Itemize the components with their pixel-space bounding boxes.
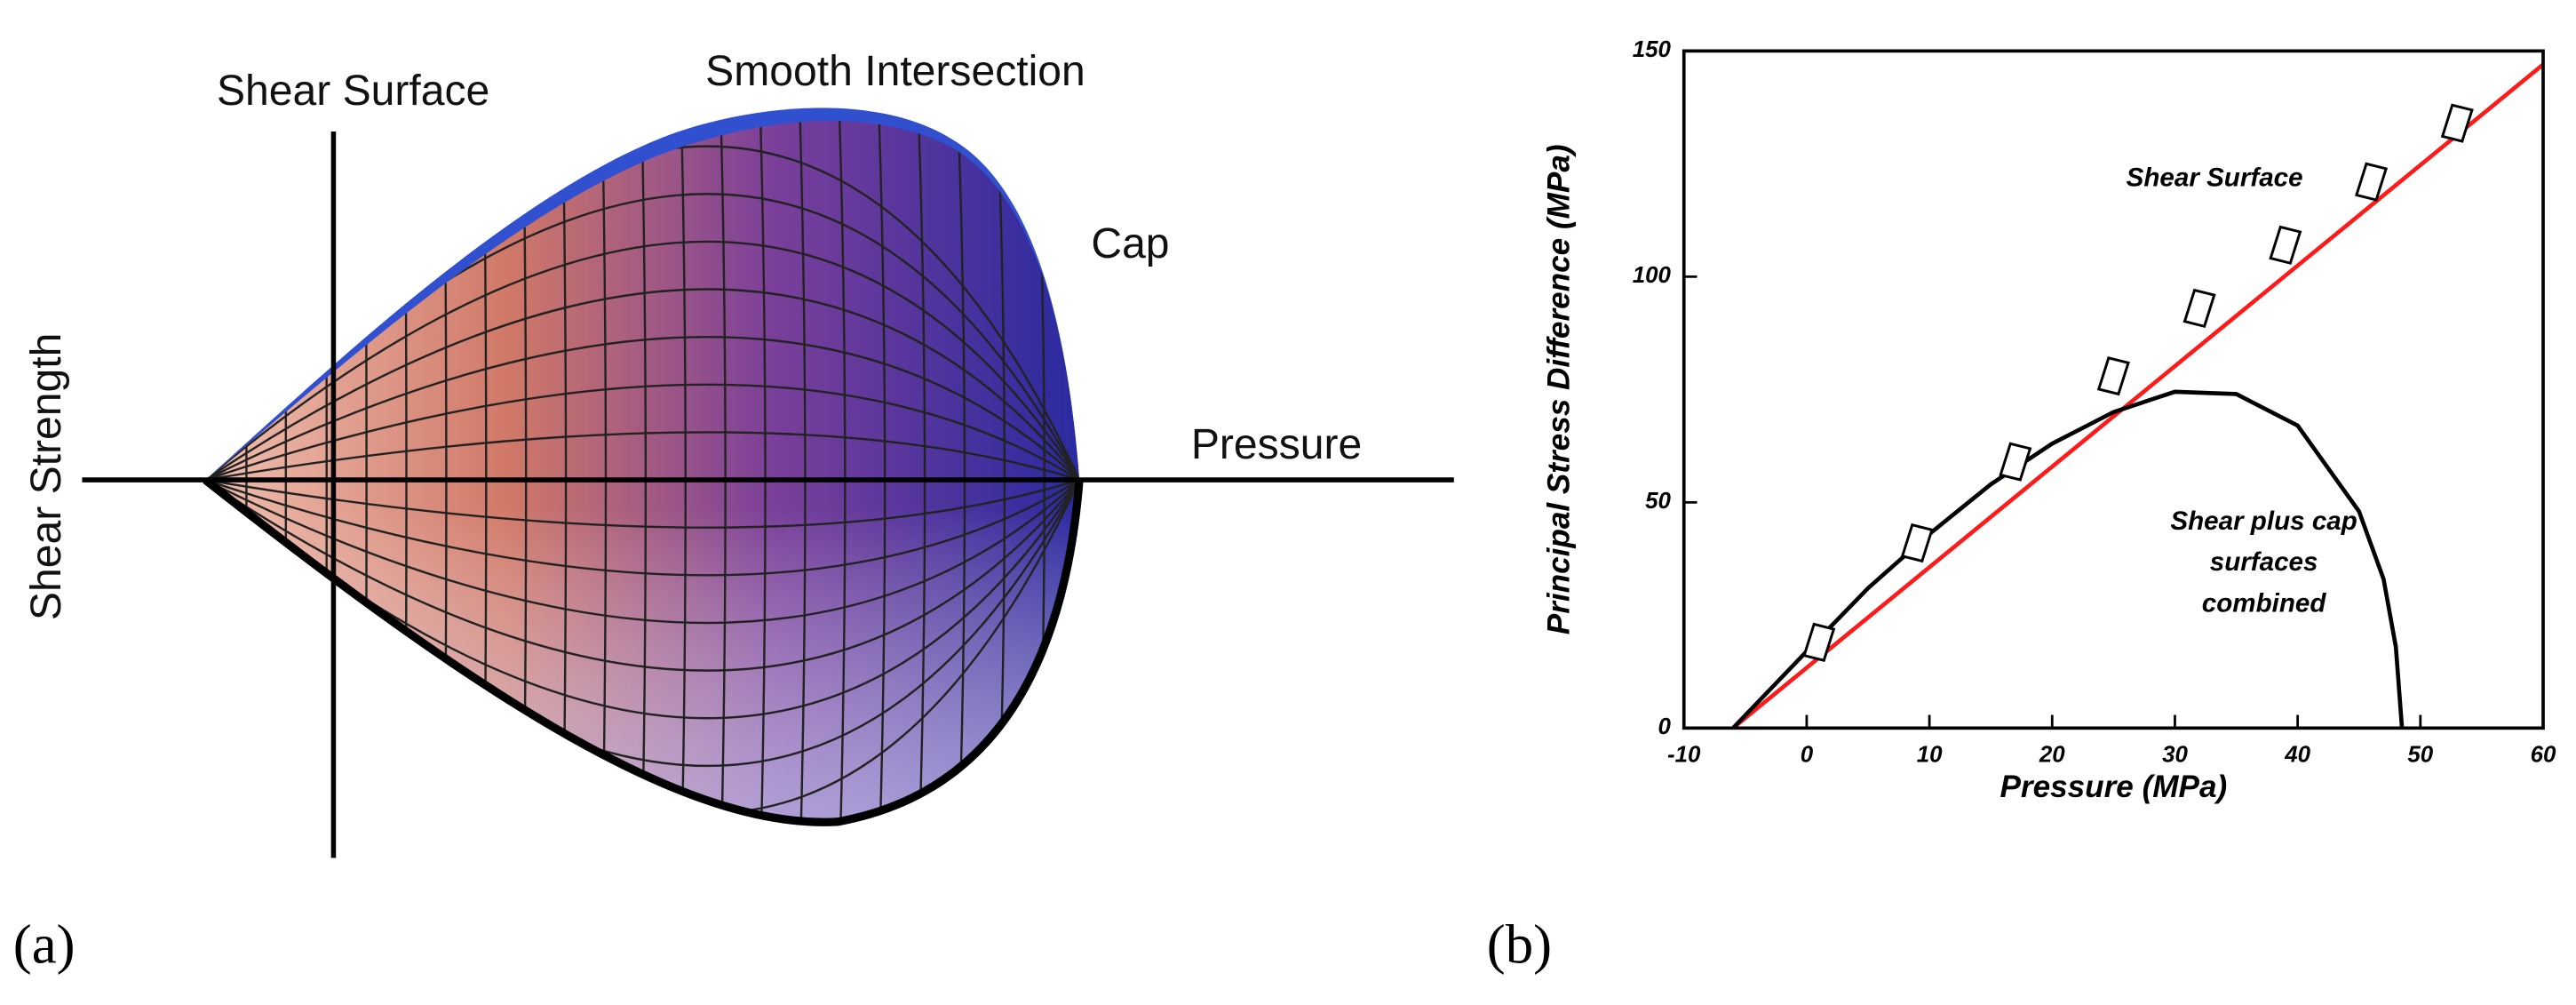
surface-shade [205, 121, 1080, 823]
x-tick-label: 60 [2531, 743, 2556, 768]
marker [2440, 103, 2474, 143]
x-tick-label: 20 [2039, 743, 2065, 768]
marker [2269, 225, 2302, 265]
x-tick-label: 10 [1917, 743, 1943, 768]
mesh-line [205, 478, 1080, 529]
label: Shear Surface [217, 67, 489, 115]
chart: -10 0 10 20 30 40 50 60 0 50 100 150 Shear Surface Sh… [1541, 37, 2556, 804]
panel-label: (b) [1487, 913, 1552, 975]
marker [2182, 288, 2216, 329]
marker [1802, 622, 1836, 662]
y-axis-label: Principal Stress Difference (MPa) [1541, 144, 1576, 634]
label: Smooth Intersection [705, 47, 1085, 95]
mesh-line [205, 431, 1080, 482]
x-tick-label: 0 [1801, 743, 1814, 768]
annotation: Shear plus cap [2170, 506, 2357, 536]
marker [2355, 162, 2389, 202]
mesh-line [284, 121, 289, 823]
y-tick-label: 150 [1633, 37, 1672, 62]
marker [1999, 442, 2032, 482]
x-tick-label: 30 [2162, 743, 2188, 768]
y-tick-label: 100 [1633, 263, 1672, 288]
mesh-line [718, 121, 727, 823]
marker [2096, 355, 2130, 396]
x-tick-label: 50 [2407, 743, 2433, 768]
mesh-line [205, 240, 1080, 481]
bottom-edge [203, 476, 1084, 826]
label: Cap [1091, 219, 1169, 267]
x-axis-label: Pressure (MPa) [2000, 770, 2227, 804]
plot-frame [1682, 49, 2545, 730]
y-tick-label: 0 [1658, 714, 1672, 739]
label: Shear Strength [22, 333, 70, 620]
mesh-line [245, 121, 249, 823]
annotation: Shear Surface [2127, 163, 2303, 192]
panel-a: Shear Surface Smooth Intersection Cap Pr… [13, 47, 1454, 975]
line [1731, 62, 2544, 729]
mesh-line [876, 121, 886, 823]
mesh-line [758, 121, 767, 823]
mesh-line [837, 121, 847, 823]
x-tick-label: 40 [2284, 743, 2310, 768]
line [1731, 389, 2405, 729]
mesh-line [797, 121, 807, 823]
annotation: surfaces [2210, 547, 2318, 577]
annotation: combined [2202, 588, 2327, 618]
marker [1900, 522, 1934, 563]
x-tick-label: -10 [1667, 743, 1701, 768]
panel-label: (a) [13, 913, 76, 975]
y-tick-label: 50 [1645, 489, 1671, 514]
label: Pressure [1191, 420, 1362, 468]
